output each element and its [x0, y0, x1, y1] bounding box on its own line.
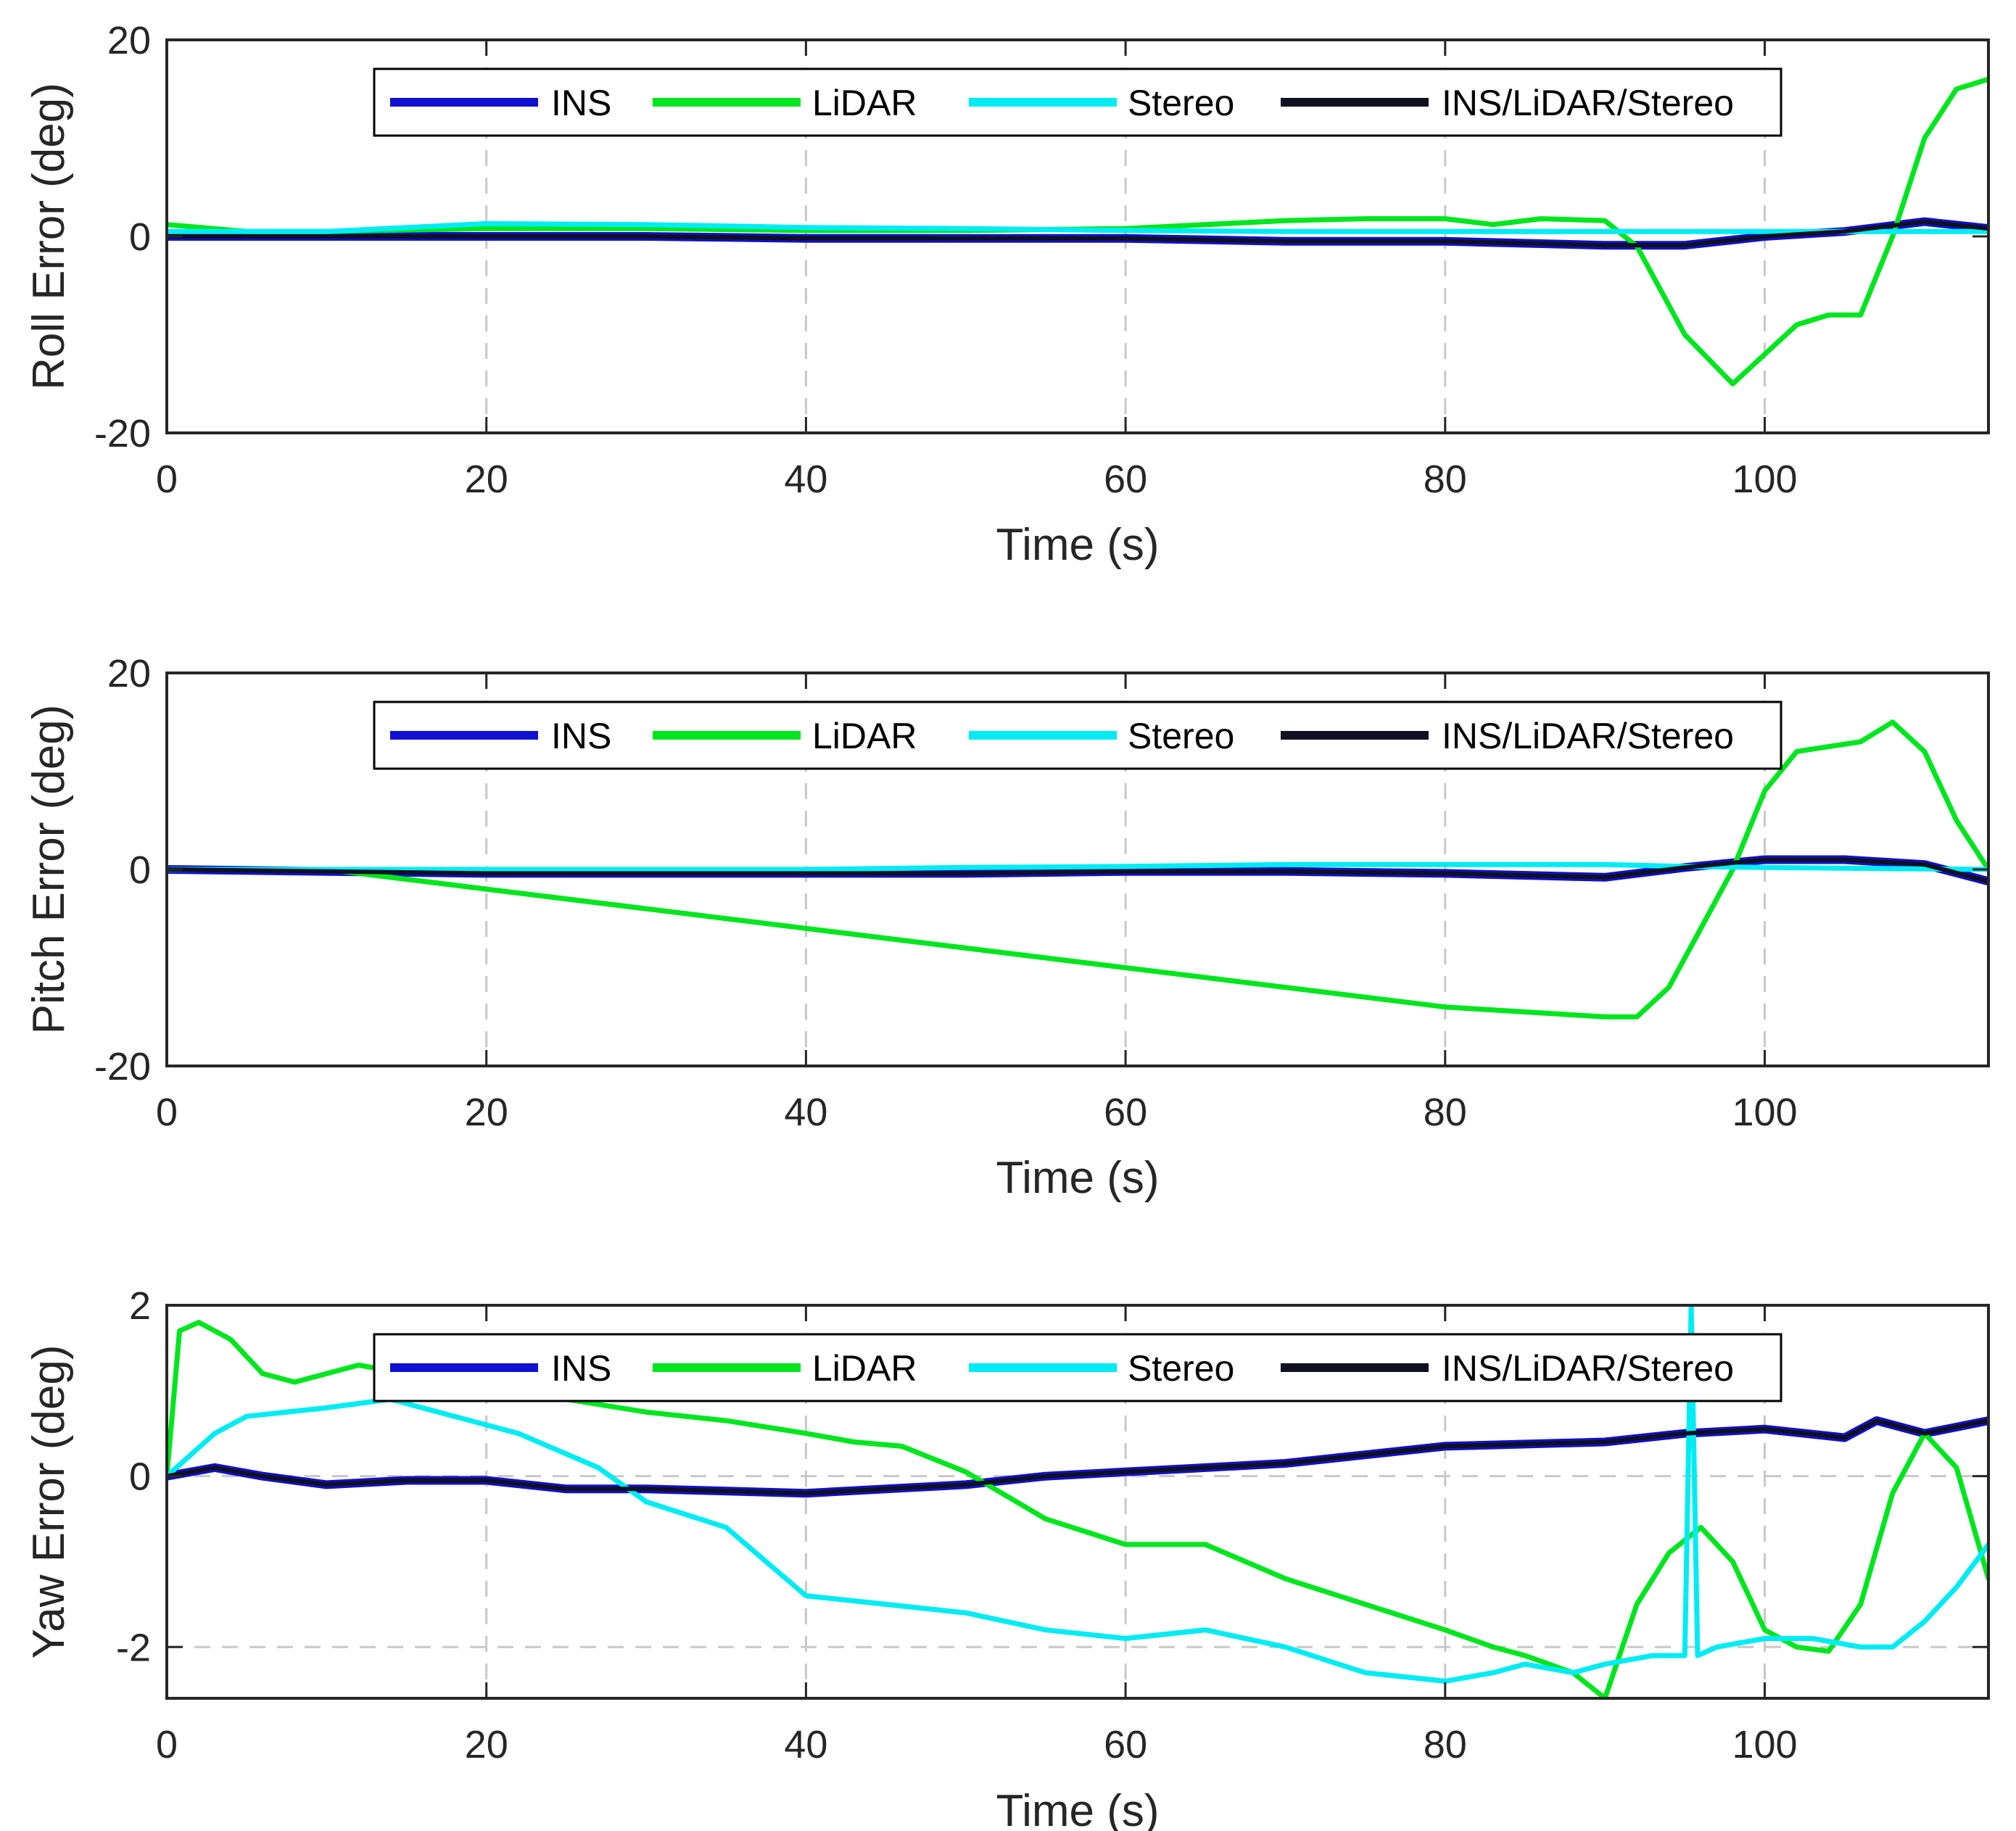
roll-series-lidar	[167, 76, 1988, 387]
roll-legend-label-lidar: LiDAR	[812, 83, 917, 123]
yaw-y-grid	[167, 1475, 1988, 1648]
pitch-legend-label-ins-lidar-stereo: INS/LiDAR/Stereo	[1442, 716, 1734, 756]
pitch-x-ticks: 0 20 40 60 80 100	[156, 673, 1798, 1134]
yaw-legend-label-lidar: LiDAR	[812, 1348, 917, 1389]
pitch-y-ticks: -20 0 20	[94, 652, 1988, 1088]
pitch-x-tick-label: 20	[465, 1091, 508, 1134]
yaw-series-stereo	[167, 1305, 1988, 1684]
pitch-x-tick-label: 100	[1732, 1091, 1797, 1134]
pitch-y-axis-label: Pitch Error (deg)	[24, 705, 74, 1035]
pitch-series	[167, 719, 1988, 1020]
yaw-x-tick-label: 0	[156, 1723, 178, 1766]
roll-x-tick-label: 60	[1104, 458, 1147, 501]
yaw-series	[167, 1305, 1988, 1698]
yaw-series-ins-lidar-stereo	[167, 1418, 1988, 1496]
roll-y-tick-label: -20	[94, 412, 151, 455]
yaw-axes-box	[165, 1304, 1990, 1700]
roll-x-tick-label: 80	[1424, 458, 1467, 501]
yaw-y-tick-label: 2	[129, 1284, 151, 1328]
roll-x-axis-label: Time (s)	[996, 520, 1160, 570]
roll-series-stereo	[167, 220, 1988, 234]
pitch-x-axis-label: Time (s)	[996, 1153, 1160, 1203]
yaw-x-tick-label: 100	[1732, 1723, 1797, 1766]
pitch-y-tick-label: -20	[94, 1045, 151, 1088]
roll-legend: INS LiDAR Stereo INS/LiDAR/Stereo	[373, 67, 1782, 137]
roll-y-axis-label: Roll Error (deg)	[24, 83, 74, 390]
roll-series-ins-lidar-stereo	[167, 219, 1988, 248]
yaw-legend-label-stereo: Stereo	[1128, 1348, 1234, 1389]
pitch-x-tick-label: 60	[1104, 1091, 1147, 1134]
pitch-y-tick-label: 0	[129, 848, 151, 892]
yaw-y-tick-label: -2	[116, 1626, 151, 1669]
yaw-series-lidar	[167, 1320, 1988, 1698]
roll-legend-label-ins-lidar-stereo: INS/LiDAR/Stereo	[1442, 83, 1734, 123]
yaw-x-tick-label: 80	[1424, 1723, 1467, 1766]
roll-legend-label-ins: INS	[551, 83, 611, 123]
roll-x-tick-label: 0	[156, 458, 178, 501]
pitch-y-tick-label: 20	[107, 652, 151, 695]
yaw-x-ticks: 0 20 40 60 80 100	[156, 1305, 1798, 1766]
yaw-legend: INS LiDAR Stereo INS/LiDAR/Stereo	[373, 1333, 1782, 1402]
yaw-y-tick-label: 0	[129, 1455, 151, 1499]
roll-y-ticks: -20 0 20	[94, 19, 1988, 455]
yaw-legend-label-ins-lidar-stereo: INS/LiDAR/Stereo	[1442, 1348, 1734, 1389]
yaw-legend-label-ins: INS	[551, 1348, 611, 1389]
roll-legend-label-stereo: Stereo	[1128, 83, 1234, 123]
roll-y-tick-label: 0	[129, 215, 151, 259]
roll-x-tick-label: 40	[784, 458, 827, 501]
roll-series	[167, 76, 1988, 387]
pitch-x-tick-label: 80	[1424, 1091, 1467, 1134]
pitch-legend-label-stereo: Stereo	[1128, 716, 1234, 756]
pitch-series-ins-lidar-stereo	[167, 857, 1988, 884]
roll-x-tick-label: 20	[465, 458, 508, 501]
yaw-x-tick-label: 40	[784, 1723, 827, 1766]
roll-x-tick-label: 100	[1732, 458, 1797, 501]
yaw-x-axis-label: Time (s)	[996, 1786, 1160, 1831]
pitch-legend-label-ins: INS	[551, 716, 611, 756]
pitch-x-tick-label: 0	[156, 1091, 178, 1134]
roll-x-ticks: 0 20 40 60 80 100	[156, 40, 1798, 501]
yaw-x-tick-label: 20	[465, 1723, 508, 1766]
yaw-error-panel: 0 20 40 60 80 100 -2 0 2 Time (s) Yaw Error (de…	[24, 1284, 1990, 1831]
roll-y-tick-label: 20	[107, 19, 151, 62]
pitch-legend-label-lidar: LiDAR	[812, 716, 917, 756]
pitch-x-tick-label: 40	[784, 1091, 827, 1134]
yaw-y-ticks: -2 0 2	[116, 1284, 1988, 1669]
pitch-series-lidar	[167, 719, 1988, 1020]
pitch-legend: INS LiDAR Stereo INS/LiDAR/Stereo	[373, 700, 1782, 770]
yaw-y-axis-label: Yaw Error (deg)	[24, 1345, 74, 1659]
yaw-x-tick-label: 60	[1104, 1723, 1147, 1766]
